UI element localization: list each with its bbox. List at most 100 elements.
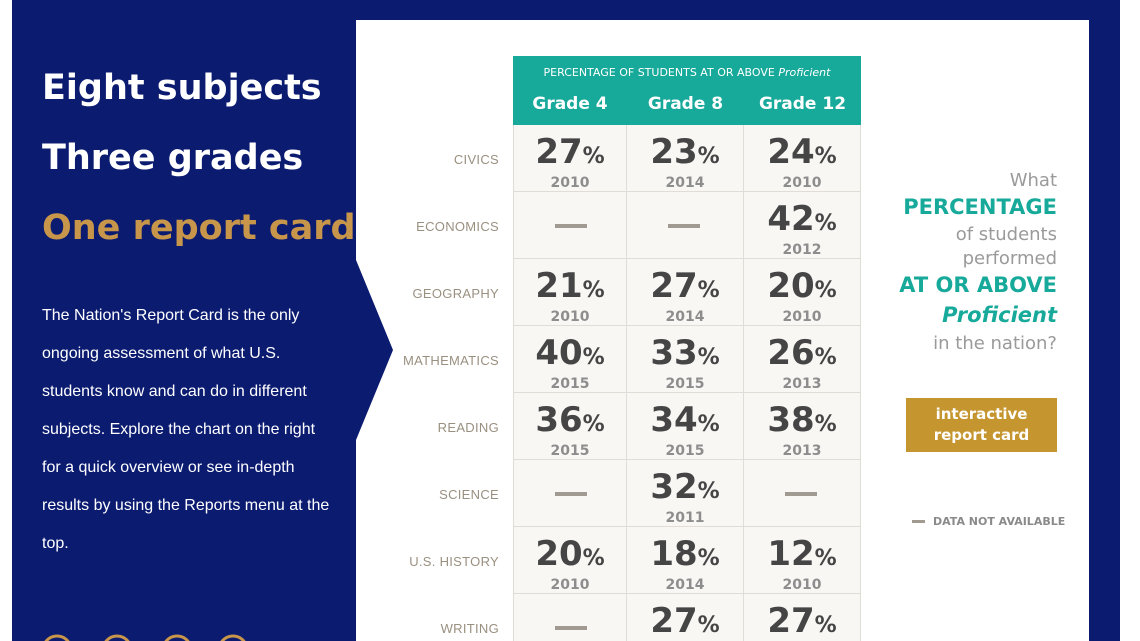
year: 2010	[550, 577, 590, 593]
value: 12%	[744, 537, 860, 577]
year: 2015	[665, 376, 705, 392]
column-header: Grade 12	[758, 94, 847, 114]
heading: One report card	[42, 208, 356, 248]
year: 2014	[665, 309, 705, 325]
value: 42%	[744, 202, 860, 242]
value-number: 42	[767, 199, 815, 239]
value-unit: %	[814, 613, 837, 638]
year: 2010	[782, 577, 822, 593]
side-text: in the nation?	[933, 333, 1057, 354]
year: 2015	[550, 376, 590, 392]
cell: 20% 2010	[744, 259, 861, 326]
value: 24%	[744, 135, 860, 175]
value-unit: %	[697, 278, 720, 303]
cell	[513, 460, 627, 527]
value-unit: %	[582, 345, 605, 370]
side-text: Proficient	[942, 303, 1057, 327]
row-label: MATHEMATICS	[403, 353, 499, 368]
value-number: 21	[535, 266, 583, 306]
row-label: ECONOMICS	[416, 219, 499, 234]
row-label: WRITING	[440, 621, 499, 636]
cell: 23% 2014	[627, 125, 744, 192]
value-number: 40	[535, 333, 583, 373]
value-number: 27	[767, 601, 815, 641]
heading: Three grades	[42, 138, 304, 178]
caption-italic: Proficient	[778, 66, 831, 79]
value-unit: %	[582, 144, 605, 169]
value-number: 18	[650, 534, 698, 574]
cell: 36% 2015	[513, 393, 627, 460]
value: 26%	[744, 336, 860, 376]
value-unit: %	[814, 278, 837, 303]
side-text: of students	[955, 224, 1057, 245]
year: 2010	[550, 309, 590, 325]
value-number: 20	[535, 534, 583, 574]
value: 20%	[744, 269, 860, 309]
cell: 27%	[744, 594, 861, 641]
year: 2013	[782, 443, 822, 459]
legend-text: DATA NOT AVAILABLE	[933, 515, 1066, 528]
row-label: READING	[437, 420, 499, 435]
row-label: CIVICS	[453, 152, 499, 167]
heading: Eight subjects	[42, 68, 322, 108]
value-number: 20	[767, 266, 815, 306]
not-available-dash	[555, 626, 587, 630]
cell: 34% 2015	[627, 393, 744, 460]
intro-text: The Nation's Report Card is the only ong…	[42, 307, 330, 552]
cell	[513, 192, 627, 259]
cell: 27% 2010	[513, 125, 627, 192]
value: 33%	[627, 336, 743, 376]
value-number: 33	[650, 333, 698, 373]
report-card-button[interactable]: interactive report card	[906, 398, 1057, 452]
value-unit: %	[697, 412, 720, 437]
year: 2011	[665, 510, 705, 526]
value-number: 24	[767, 132, 815, 172]
value: 27%	[744, 604, 860, 641]
side-text: performed	[962, 248, 1057, 269]
value: 40%	[514, 336, 626, 376]
cell: 40% 2015	[513, 326, 627, 393]
cell: 24% 2010	[744, 125, 861, 192]
row-label: GEOGRAPHY	[412, 286, 499, 301]
not-available-dash	[668, 224, 700, 228]
value: 34%	[627, 403, 743, 443]
column-header: Grade 8	[647, 94, 724, 114]
cell: 27% 2014	[627, 259, 744, 326]
table-header: PERCENTAGE OF STUDENTS AT OR ABOVE Profi…	[513, 56, 861, 125]
side-text: What	[1009, 170, 1057, 191]
value-number: 36	[535, 400, 583, 440]
value: 21%	[514, 269, 626, 309]
cell: 42% 2012	[744, 192, 861, 259]
cell	[627, 192, 744, 259]
value-unit: %	[697, 144, 720, 169]
cell	[513, 594, 627, 641]
value: 18%	[627, 537, 743, 577]
value-number: 27	[650, 266, 698, 306]
caption: PERCENTAGE OF STUDENTS AT OR ABOVE Profi…	[513, 66, 861, 79]
not-available-dash	[555, 492, 587, 496]
value-number: 38	[767, 400, 815, 440]
not-available-dash	[555, 224, 587, 228]
year: 2015	[665, 443, 705, 459]
cell: 12% 2010	[744, 527, 861, 594]
value-number: 32	[650, 467, 698, 507]
year: 2010	[782, 309, 822, 325]
year: 2012	[782, 242, 822, 258]
year: 2015	[550, 443, 590, 459]
value-number: 34	[650, 400, 698, 440]
year: 2014	[665, 577, 705, 593]
legend-dash	[912, 520, 925, 523]
row-label: SCIENCE	[439, 487, 499, 502]
value-number: 23	[650, 132, 698, 172]
cell: 38% 2013	[744, 393, 861, 460]
cell	[744, 460, 861, 527]
value-unit: %	[697, 479, 720, 504]
value: 38%	[744, 403, 860, 443]
value-unit: %	[814, 345, 837, 370]
side-text: PERCENTAGE	[903, 195, 1057, 219]
cell: 33% 2015	[627, 326, 744, 393]
side-text: AT OR ABOVE	[899, 273, 1057, 297]
value: 27%	[627, 269, 743, 309]
year: 2014	[665, 175, 705, 191]
